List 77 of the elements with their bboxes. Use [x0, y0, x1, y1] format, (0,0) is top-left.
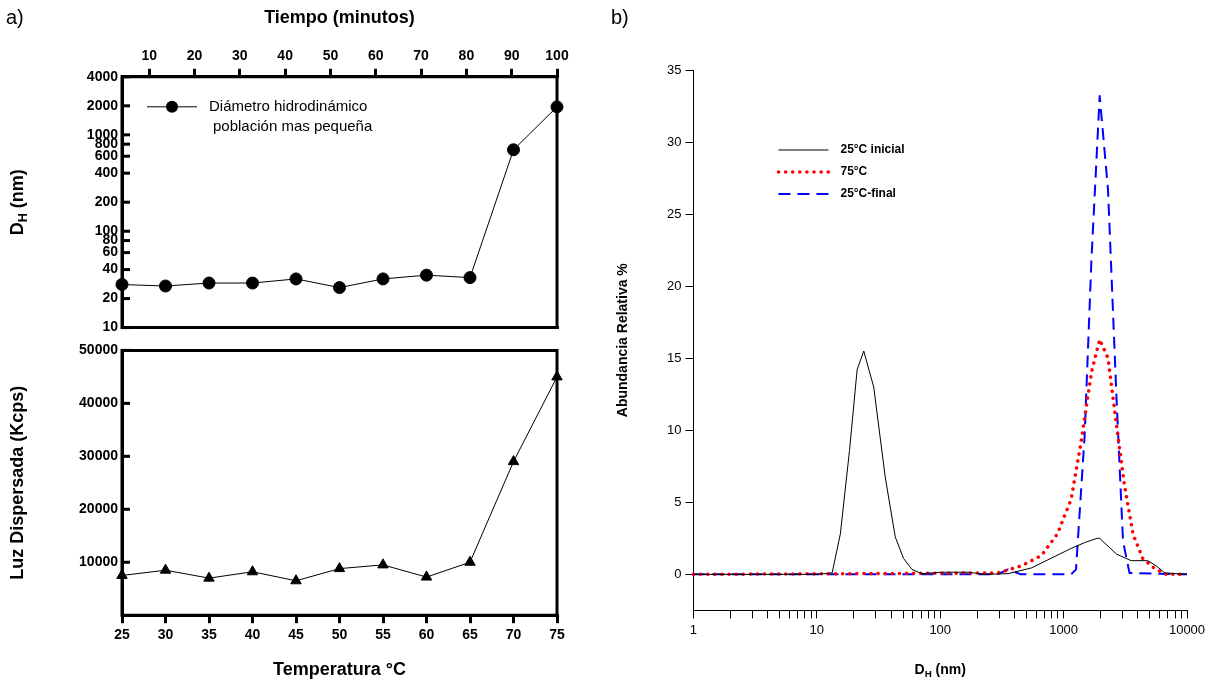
point — [507, 455, 520, 466]
y-tick-label: 40000 — [79, 394, 119, 411]
y-tick-label: 5 — [674, 493, 682, 509]
y-tick-label: 25 — [666, 205, 682, 221]
y-tick-label: 4000 — [86, 67, 119, 84]
point — [246, 276, 259, 290]
point — [159, 279, 172, 293]
point — [203, 571, 215, 582]
x2-tick-label: 20 — [186, 47, 203, 64]
point — [290, 574, 302, 585]
x-tick-label: 1000 — [1049, 621, 1079, 637]
legend-label: 25°C-final — [840, 186, 896, 201]
y-tick-label: 30000 — [79, 447, 119, 464]
point — [289, 272, 303, 286]
point — [333, 562, 346, 573]
y-tick-label: 20 — [102, 289, 119, 306]
y-tick-label: 10 — [102, 318, 119, 335]
x2-tick-label: 100 — [545, 47, 569, 64]
point — [507, 143, 520, 157]
x-tick-label: 60 — [418, 626, 435, 643]
y-axis-title: Abundancia Relativa % — [613, 262, 630, 418]
y-axis-title: DH (nm) — [6, 169, 30, 236]
y-tick-label: 200 — [94, 193, 119, 210]
text: a) — [6, 5, 24, 28]
y-tick-label: 10 — [666, 421, 682, 437]
x2-tick-label: 50 — [322, 47, 339, 64]
x-axis-title: Temperatura °C — [273, 658, 406, 679]
y-tick-label: 600 — [94, 147, 119, 164]
y-tick-label: 2000 — [86, 96, 119, 113]
x2-axis-title: Tiempo (minutos) — [264, 6, 415, 27]
x-tick-label: 55 — [375, 626, 391, 643]
y-tick-label: 30 — [666, 133, 682, 149]
x2-tick-label: 10 — [141, 47, 158, 64]
point — [463, 271, 477, 285]
y-tick-label: 15 — [666, 349, 682, 365]
x-tick-label: 25 — [114, 626, 130, 643]
x-tick-label: 10000 — [1168, 621, 1206, 637]
y-tick-label: 10000 — [79, 553, 119, 570]
y-tick-label: 20000 — [79, 500, 119, 517]
y-tick-label: 35 — [666, 61, 682, 77]
y-tick-label: 0 — [674, 565, 682, 581]
y-tick-label: 400 — [94, 164, 119, 181]
x-tick-label: 45 — [288, 626, 304, 643]
y-axis-title: Luz Dispersada (Kcps) — [6, 385, 27, 580]
point — [376, 272, 390, 286]
x-tick-label: 30 — [157, 626, 174, 643]
text: b) — [611, 5, 629, 28]
y-tick-label: 40 — [102, 260, 119, 277]
point — [464, 555, 476, 566]
point — [333, 281, 346, 295]
x-tick-label: 75 — [549, 626, 565, 643]
x2-tick-label: 40 — [277, 47, 294, 64]
legend-label: 75°C — [840, 164, 868, 179]
point — [420, 570, 433, 581]
x2-tick-label: 60 — [367, 47, 384, 64]
legend-label: 25°C inicial — [840, 142, 905, 157]
legend-label: Diámetro hidrodinámico población mas pequeña — [209, 96, 373, 134]
x-tick-label: 35 — [201, 626, 217, 643]
x-tick-label: 40 — [244, 626, 261, 643]
y-tick-label: 20 — [666, 277, 682, 293]
point — [420, 268, 433, 282]
x-tick-label: 70 — [505, 626, 522, 643]
x2-tick-label: 30 — [232, 47, 248, 64]
y-tick-label: 60 — [102, 243, 119, 260]
x-tick-label: 50 — [331, 626, 348, 643]
y-tick-label: 50000 — [79, 341, 119, 358]
x2-tick-label: 90 — [503, 47, 520, 64]
point — [246, 565, 259, 576]
point — [159, 563, 172, 574]
x2-tick-label: 70 — [413, 47, 430, 64]
x-tick-label: 10 — [809, 621, 825, 637]
x-tick-label: 65 — [462, 626, 478, 643]
point — [202, 276, 216, 290]
x2-tick-label: 80 — [458, 47, 475, 64]
point — [377, 558, 389, 569]
x-tick-label: 1 — [689, 621, 698, 637]
x-tick-label: 100 — [929, 621, 952, 637]
